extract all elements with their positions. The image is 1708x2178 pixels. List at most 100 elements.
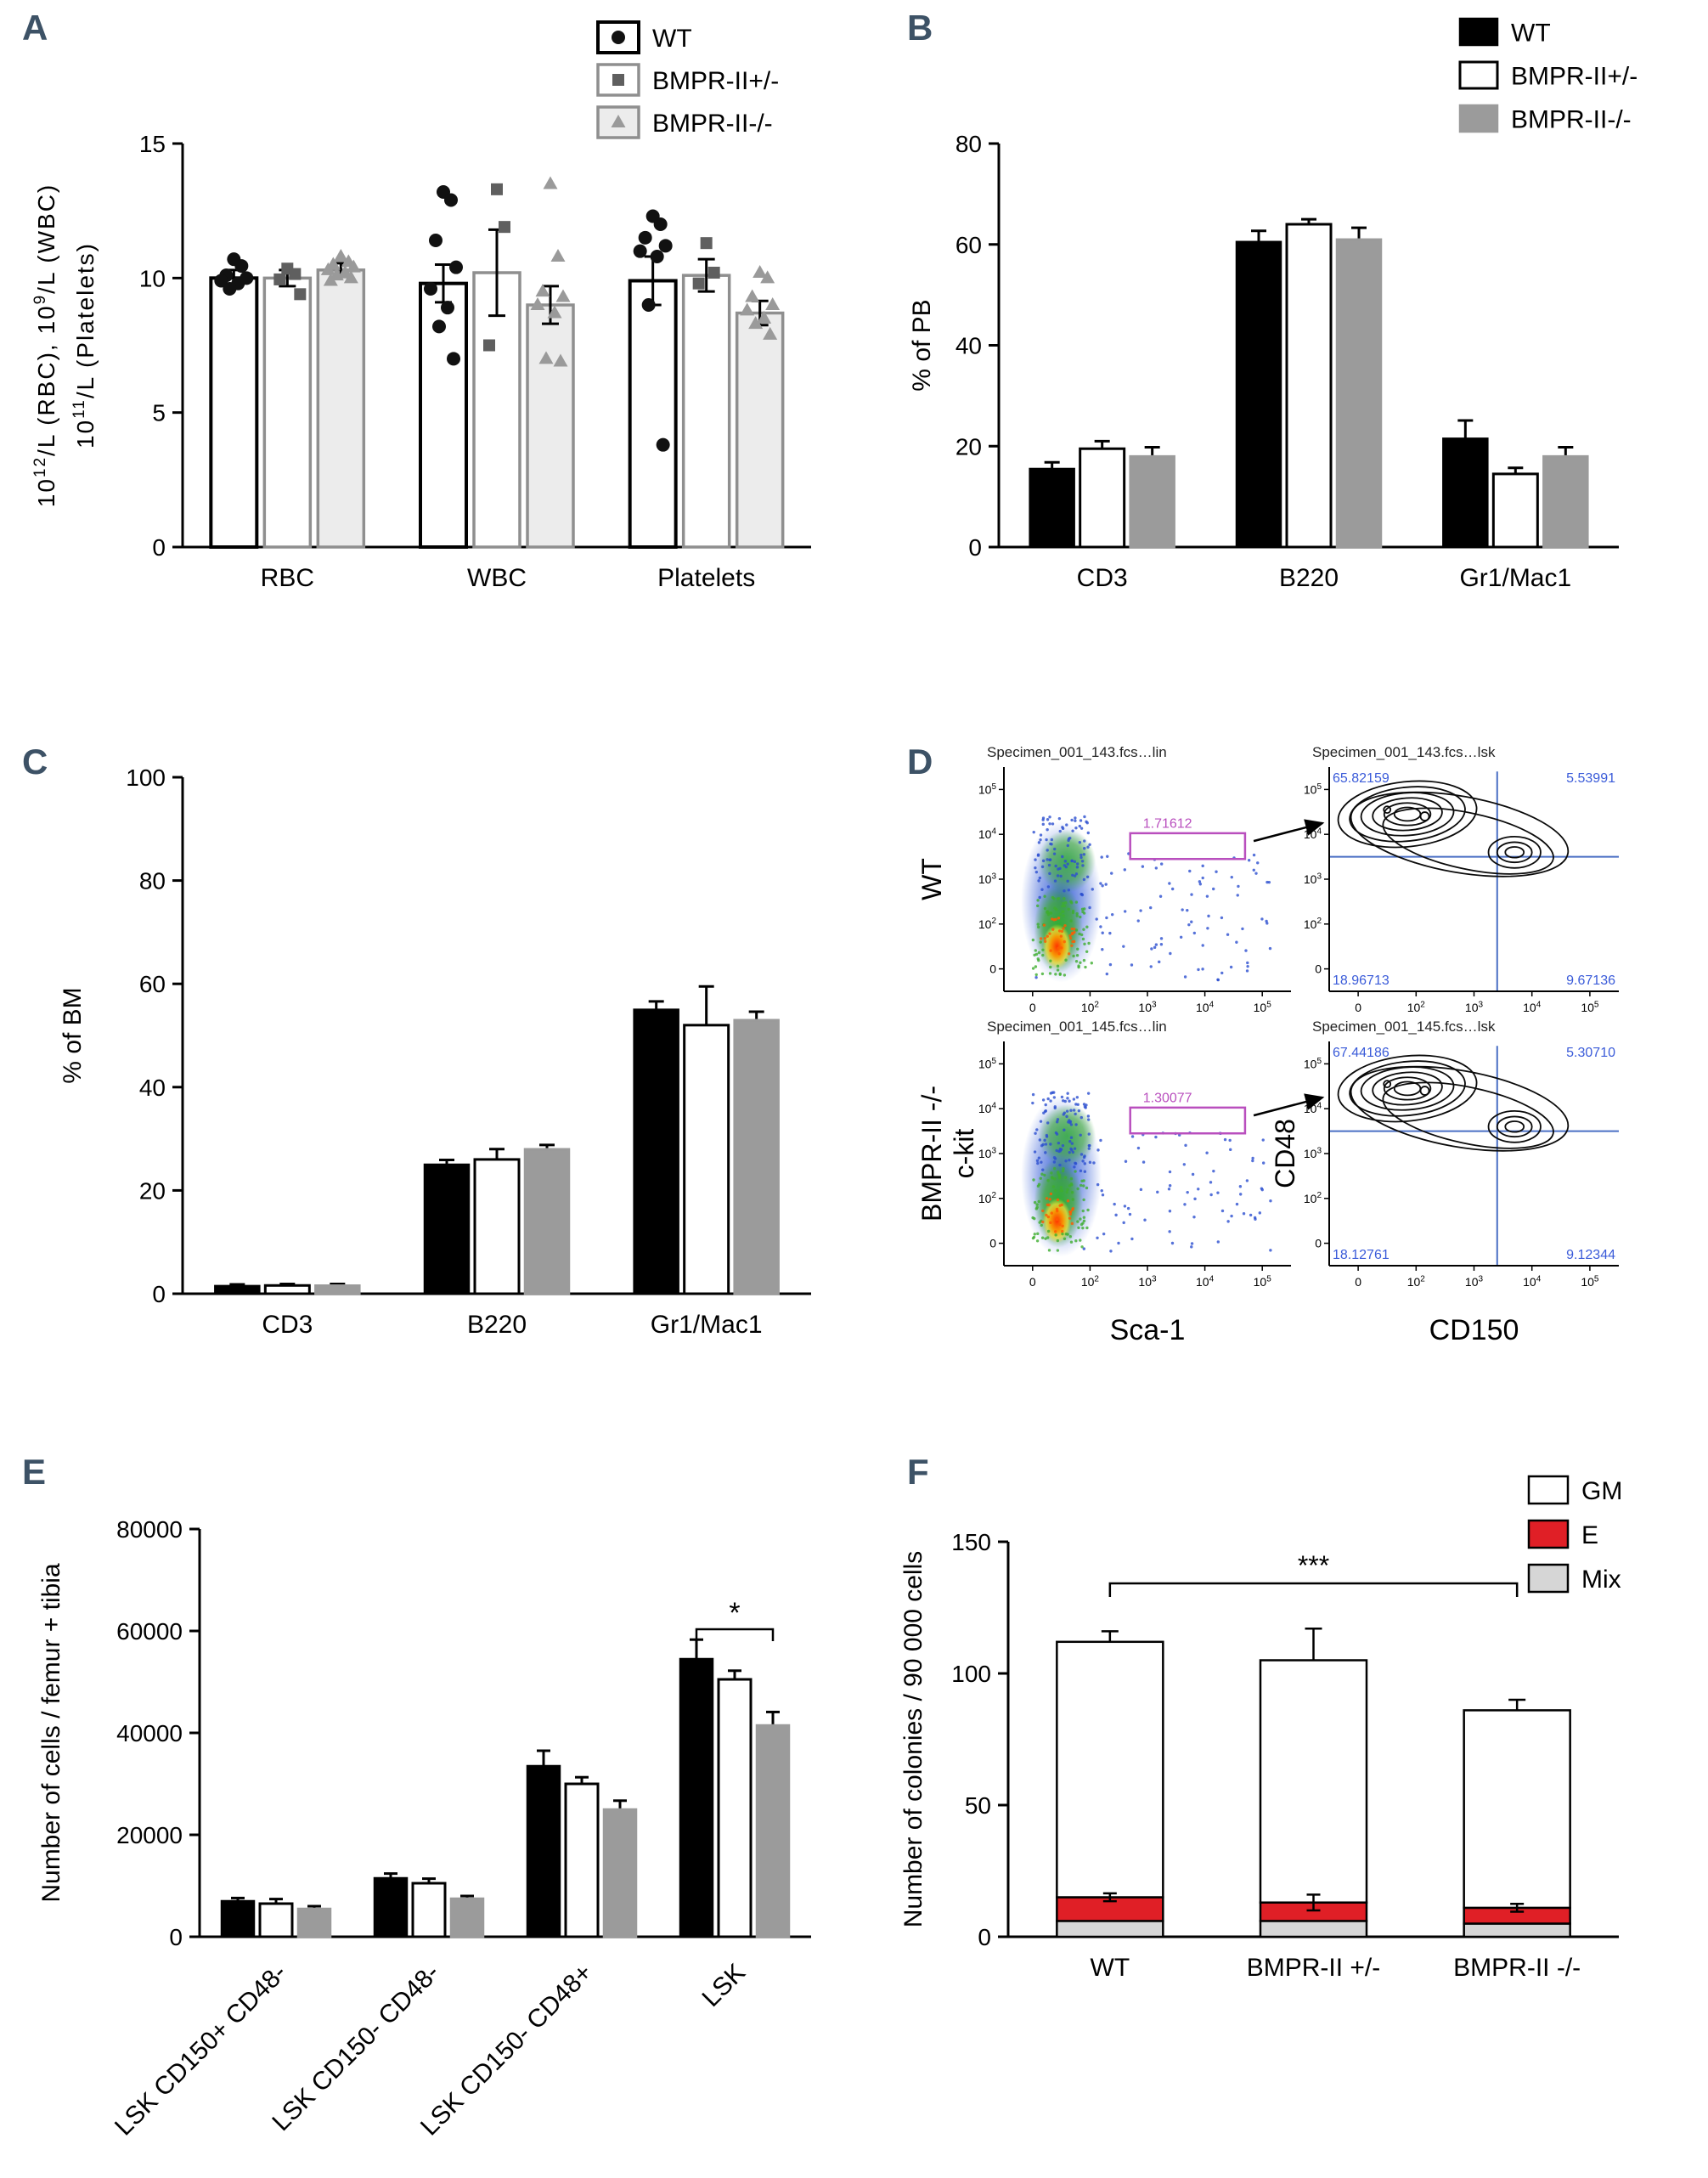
svg-text:60: 60 bbox=[955, 232, 982, 258]
svg-text:5.53991: 5.53991 bbox=[1566, 771, 1615, 786]
svg-text:20: 20 bbox=[955, 433, 982, 460]
significance-bracket bbox=[1108, 1582, 1519, 1597]
svg-text:102: 102 bbox=[1407, 1000, 1426, 1014]
svg-text:105: 105 bbox=[1581, 1274, 1599, 1289]
panel-f-letter: F bbox=[907, 1452, 929, 1492]
svg-text:105: 105 bbox=[978, 1057, 997, 1071]
svg-text:B220: B220 bbox=[467, 1311, 527, 1339]
svg-text:RBC: RBC bbox=[261, 564, 314, 592]
legend: WT BMPR-II+/- BMPR-II-/- bbox=[596, 20, 779, 139]
svg-text:103: 103 bbox=[1138, 1000, 1157, 1014]
svg-text:103: 103 bbox=[1138, 1274, 1157, 1289]
svg-text:BMPR-II-/-: BMPR-II-/- bbox=[652, 110, 773, 138]
svg-text:CD48: CD48 bbox=[1270, 1119, 1300, 1188]
panel-d-plot: Specimen_001_143.fcs…lin 0 0 102 102 103 103 10… bbox=[916, 744, 1619, 1346]
svg-text:1012/L (RBC), 109/L (WBC): 1012/L (RBC), 109/L (WBC) bbox=[31, 183, 59, 508]
svg-text:18.96713: 18.96713 bbox=[1333, 973, 1390, 988]
svg-text:5.30710: 5.30710 bbox=[1566, 1046, 1615, 1060]
svg-text:9.67136: 9.67136 bbox=[1566, 973, 1615, 988]
svg-text:BMPR-II+/-: BMPR-II+/- bbox=[652, 67, 779, 95]
svg-text:1011/L (Platelets): 1011/L (Platelets) bbox=[70, 242, 99, 449]
svg-text:GM: GM bbox=[1581, 1477, 1622, 1505]
svg-text:Specimen_001_143.fcs…lin: Specimen_001_143.fcs…lin bbox=[987, 744, 1167, 760]
svg-text:0: 0 bbox=[152, 534, 166, 561]
svg-text:103: 103 bbox=[1465, 1274, 1484, 1289]
svg-text:Specimen_001_145.fcs…lsk: Specimen_001_145.fcs…lsk bbox=[1312, 1018, 1496, 1035]
contour-cluster bbox=[1337, 780, 1570, 877]
svg-text:WT: WT bbox=[916, 858, 947, 900]
svg-text:40000: 40000 bbox=[116, 1720, 183, 1746]
svg-text:40: 40 bbox=[955, 333, 982, 359]
panel-b-letter: B bbox=[907, 8, 933, 48]
legend: GM E Mix bbox=[1527, 1475, 1622, 1594]
svg-text:Specimen_001_145.fcs…lin: Specimen_001_145.fcs…lin bbox=[987, 1018, 1167, 1035]
svg-text:20: 20 bbox=[139, 1177, 166, 1204]
svg-text:102: 102 bbox=[1407, 1274, 1426, 1289]
svg-text:c-kit: c-kit bbox=[949, 1129, 979, 1179]
significance-bracket bbox=[695, 1628, 775, 1641]
svg-text:LSK CD150- CD48+: LSK CD150- CD48+ bbox=[415, 1959, 598, 2141]
svg-text:BMPR-II -/-: BMPR-II -/- bbox=[916, 1086, 947, 1222]
svg-text:103: 103 bbox=[978, 1146, 997, 1160]
svg-text:15: 15 bbox=[139, 131, 166, 157]
svg-text:BMPR-II -/-: BMPR-II -/- bbox=[1453, 1954, 1581, 1982]
svg-text:WT: WT bbox=[1511, 20, 1551, 48]
svg-text:10: 10 bbox=[139, 265, 166, 291]
svg-text:104: 104 bbox=[1523, 1274, 1542, 1289]
svg-text:80000: 80000 bbox=[116, 1516, 183, 1543]
svg-text:*: * bbox=[729, 1597, 740, 1629]
svg-text:0: 0 bbox=[968, 534, 982, 561]
panel-e-plot: 0 20000 40000 60000 80000 Number of cells / f… bbox=[37, 1516, 811, 2141]
svg-text:105: 105 bbox=[1254, 1274, 1272, 1289]
svg-text:0: 0 bbox=[1355, 1001, 1361, 1014]
svg-text:BMPR-II-/-: BMPR-II-/- bbox=[1511, 106, 1632, 134]
gate-arrow bbox=[1253, 819, 1325, 843]
svg-text:18.12761: 18.12761 bbox=[1333, 1248, 1390, 1262]
svg-text:Sca-1: Sca-1 bbox=[1110, 1314, 1186, 1346]
sort-gate bbox=[1129, 832, 1247, 860]
svg-text:102: 102 bbox=[1081, 1000, 1100, 1014]
svg-text:***: *** bbox=[1298, 1550, 1329, 1581]
panel-c-letter: C bbox=[22, 742, 48, 781]
svg-text:Mix: Mix bbox=[1581, 1566, 1621, 1594]
svg-text:102: 102 bbox=[1304, 917, 1322, 931]
panel-c-plot: 0 20 40 60 80 100 % of BM CD3 B220 Gr1/Mac1 bbox=[59, 765, 811, 1339]
svg-text:67.44186: 67.44186 bbox=[1333, 1046, 1390, 1060]
svg-text:104: 104 bbox=[1304, 1102, 1322, 1116]
svg-text:0: 0 bbox=[1315, 962, 1322, 976]
svg-text:Specimen_001_143.fcs…lsk: Specimen_001_143.fcs…lsk bbox=[1312, 744, 1496, 760]
svg-text:20000: 20000 bbox=[116, 1822, 183, 1848]
svg-text:105: 105 bbox=[978, 782, 997, 797]
panel-d-flow-plots: Specimen_001_143.fcs…lin 0 0 102 102 103 103 10… bbox=[916, 744, 1619, 1346]
svg-text:104: 104 bbox=[1196, 1000, 1215, 1014]
svg-text:9.12344: 9.12344 bbox=[1566, 1248, 1615, 1262]
svg-text:WT: WT bbox=[652, 25, 692, 53]
svg-text:LSK CD150- CD48-: LSK CD150- CD48- bbox=[267, 1959, 445, 2137]
svg-text:% of PB: % of PB bbox=[908, 299, 936, 391]
svg-text:150: 150 bbox=[951, 1529, 991, 1555]
svg-text:LSK CD150+ CD48-: LSK CD150+ CD48- bbox=[110, 1959, 292, 2141]
svg-text:0: 0 bbox=[989, 962, 996, 976]
svg-text:CD3: CD3 bbox=[262, 1311, 313, 1339]
svg-text:102: 102 bbox=[978, 1191, 997, 1205]
svg-text:103: 103 bbox=[1304, 872, 1322, 886]
svg-text:WBC: WBC bbox=[467, 564, 527, 592]
svg-text:0: 0 bbox=[1029, 1001, 1036, 1014]
svg-text:LSK: LSK bbox=[697, 1959, 751, 2012]
svg-text:0: 0 bbox=[152, 1281, 166, 1307]
svg-text:0: 0 bbox=[989, 1237, 996, 1250]
svg-text:Gr1/Mac1: Gr1/Mac1 bbox=[651, 1311, 763, 1339]
svg-text:BMPR-II+/-: BMPR-II+/- bbox=[1511, 63, 1638, 91]
svg-text:105: 105 bbox=[1581, 1000, 1599, 1014]
svg-text:103: 103 bbox=[1465, 1000, 1484, 1014]
panel-d-letter: D bbox=[907, 742, 933, 781]
panel-b-plot: 0 20 40 60 80 % of PB CD3 B220 Gr1/Mac1 WT BMPR-II… bbox=[908, 17, 1638, 592]
svg-text:105: 105 bbox=[1304, 1057, 1322, 1071]
svg-text:Number of colonies / 90 000 ce: Number of colonies / 90 000 cells bbox=[899, 1551, 927, 1928]
svg-text:80: 80 bbox=[139, 868, 166, 894]
svg-text:0: 0 bbox=[1355, 1275, 1361, 1289]
svg-text:103: 103 bbox=[978, 872, 997, 886]
svg-text:104: 104 bbox=[978, 1102, 997, 1116]
panel-a-letter: A bbox=[22, 8, 48, 48]
legend: WT BMPR-II+/- BMPR-II-/- bbox=[1458, 17, 1638, 134]
